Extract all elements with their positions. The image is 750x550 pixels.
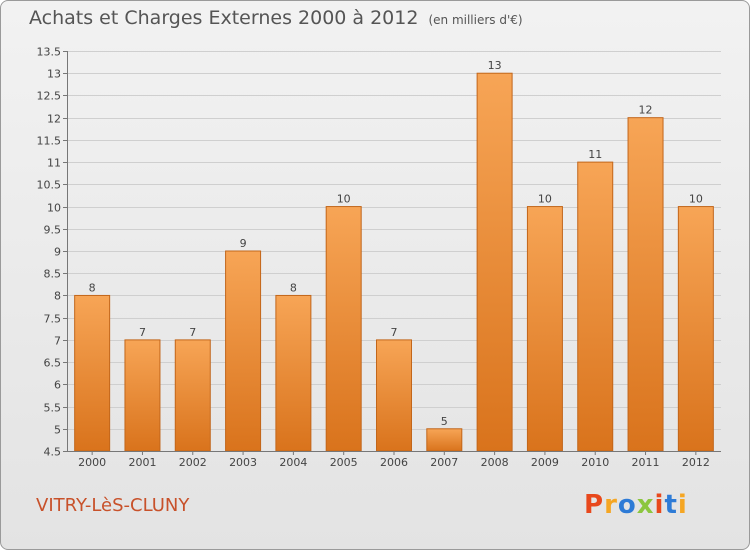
y-tick-label: 11	[47, 157, 61, 170]
logo-letter: t	[664, 490, 678, 520]
y-tick-label: 11.5	[37, 135, 62, 148]
bar-value-label: 10	[538, 193, 552, 206]
bar-value-label: 7	[391, 326, 398, 339]
bar-value-label: 8	[89, 281, 96, 294]
bar	[325, 206, 362, 452]
y-tick-label: 5	[54, 424, 61, 437]
bar	[124, 339, 161, 452]
bar-value-label: 5	[441, 415, 448, 428]
y-tick-label: 10.5	[37, 179, 62, 192]
bar-value-label: 11	[588, 148, 602, 161]
y-tick-label: 7	[54, 335, 61, 348]
bar	[174, 339, 211, 452]
logo-letter: r	[604, 490, 618, 520]
place-name: VITRY-LèS-CLUNY	[36, 495, 190, 516]
x-tick-label: 2006	[380, 456, 408, 469]
x-tick-label: 2007	[430, 456, 458, 469]
chart-title-text: Achats et Charges Externes 2000 à 2012	[29, 7, 419, 29]
y-tick-label: 6	[54, 379, 61, 392]
logo-letter: o	[617, 490, 637, 520]
y-tick-label: 9	[54, 246, 61, 259]
bar-value-label: 12	[639, 104, 653, 117]
logo-letter: i	[654, 490, 665, 520]
y-tick-label: 6.5	[44, 357, 62, 370]
chart-subtitle: (en milliers d'€)	[428, 13, 523, 27]
x-tick-label: 2004	[279, 456, 307, 469]
bar	[225, 250, 262, 452]
y-tick-label: 9.5	[44, 224, 62, 237]
x-tick-label: 2003	[229, 456, 257, 469]
logo-letter: i	[677, 490, 688, 520]
x-tick-label: 2010	[581, 456, 609, 469]
logo-letter: P	[584, 490, 605, 520]
bar	[426, 428, 463, 452]
bar	[376, 339, 412, 452]
bar-value-label: 10	[689, 193, 703, 206]
bar-value-label: 10	[337, 193, 351, 206]
proxiti-logo[interactable]: Proxiti	[584, 490, 688, 520]
bar	[275, 294, 312, 452]
y-tick-label: 12.5	[37, 90, 62, 103]
bar	[577, 161, 614, 452]
y-tick-label: 7.5	[44, 313, 62, 326]
logo-letter: x	[636, 490, 655, 520]
x-tick-label: 2011	[632, 456, 660, 469]
x-tick-label: 2005	[330, 456, 358, 469]
bar-value-label: 9	[240, 237, 247, 250]
bar	[74, 294, 111, 452]
bar-value-label: 7	[189, 326, 196, 339]
y-axis: 4.5 5 5.5 6 6.5 7 7.5 8 8.5 9 9.5 10 10.5 11 11.5 12 12.…	[37, 46, 68, 459]
y-tick-label: 13.5	[37, 46, 62, 59]
y-tick-label: 12	[47, 113, 61, 126]
x-tick-label: 2012	[682, 456, 710, 469]
x-tick-label: 2009	[531, 456, 559, 469]
y-tick-label: 8.5	[44, 268, 62, 281]
y-tick-label: 5.5	[44, 402, 62, 415]
bar	[476, 72, 513, 452]
bar-value-label: 13	[488, 59, 502, 72]
chart-title: Achats et Charges Externes 2000 à 2012 (e…	[29, 7, 523, 29]
x-tick-label: 2001	[128, 456, 156, 469]
bar	[526, 206, 563, 452]
x-tick-label: 2008	[481, 456, 509, 469]
x-tick-label: 2002	[179, 456, 207, 469]
bars: 8 7 7 9 8 10 7 5 13 10 11 12 10	[74, 59, 714, 452]
y-tick-label: 10	[47, 202, 61, 215]
y-tick-label: 4.5	[44, 446, 62, 459]
y-tick-label: 8	[54, 290, 61, 303]
bar	[627, 117, 664, 452]
bar-value-label: 8	[290, 281, 297, 294]
bar	[677, 206, 714, 452]
x-axis: 2000 2001 2002 2003 2004 2005 2006 2007 2008 2009…	[67, 451, 721, 469]
y-tick-label: 13	[47, 68, 61, 81]
x-tick-label: 2000	[78, 456, 106, 469]
bar-value-label: 7	[139, 326, 146, 339]
